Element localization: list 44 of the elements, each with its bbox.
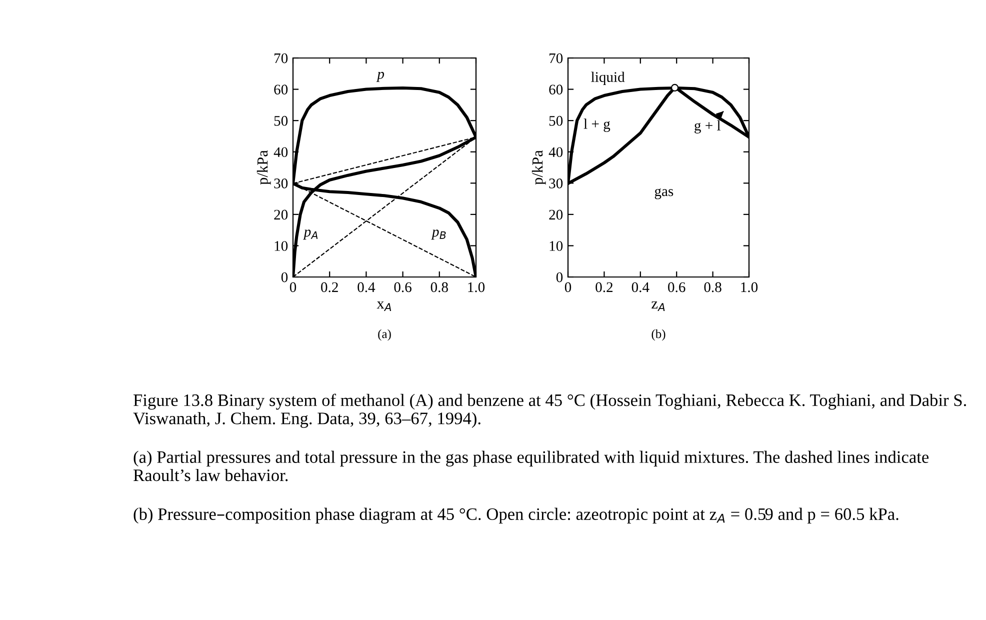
y-tick-label: 70: [550, 53, 563, 64]
x-tick-label: 0.4: [358, 282, 376, 292]
x-axis-title: x$_{A}$: [376, 301, 392, 311]
y-axis-title: p/kPa: [532, 150, 546, 185]
y-tick-label: 0: [556, 272, 563, 282]
y-tick-label: 60: [549, 84, 563, 94]
text: (b) Pressure–composition phase diagram at 45 °C. Open circle: azeotropic point at z$_{A}$ = 0.59 and p = 60.5 kPa.: [134, 508, 898, 524]
x-tick-label: 0: [564, 282, 572, 292]
series-label: p$_{B}$: [431, 230, 446, 240]
x-axis-title: z$_{A}$: [652, 301, 665, 311]
x-tick-label: 0.6: [394, 282, 412, 292]
y-axis-title: p/kPa: [256, 150, 271, 185]
y-tick-label: 40: [274, 147, 288, 158]
y-tick-label: 10: [550, 241, 563, 251]
x-tick-label: 0.8: [704, 282, 722, 292]
x-tick-label: 0.2: [596, 282, 613, 292]
annotation: l + g: [584, 118, 610, 132]
legend-label: p: [376, 72, 384, 82]
series-label: p$_{A}$: [303, 230, 318, 240]
x-tick-label: 1.0: [468, 282, 485, 292]
text: (a) Partial pressures and total pressure in the gas phase equilibrated with liquid mixtures. The dashed lines indicate Raoult’s law behavior.: [134, 450, 929, 482]
y-tick-label: 50: [549, 116, 563, 126]
y-tick-label: 20: [549, 210, 563, 220]
y-tick-label: 0: [281, 272, 288, 282]
y-tick-label: 20: [274, 210, 288, 220]
caption: Figure 13.8 Binary system of methanol (A) and benzene at 45 °C (Hossein Toghiani, Rebecca K. Toghiani, and Dabir S. Viswanath, J. Chem. Eng. Data, 39, 63–67, 1994).: [133, 394, 966, 428]
annotation: gas: [654, 188, 674, 200]
x-tick-label: 0.8: [430, 282, 448, 292]
y-tick-label: 50: [274, 116, 288, 126]
x-tick-label: 0.6: [668, 282, 686, 292]
y-tick-label: 70: [274, 53, 288, 64]
y-tick-label: 30: [549, 178, 563, 188]
x-tick-label: 0.4: [632, 282, 650, 292]
text: (b): [652, 329, 666, 341]
text: (a): [378, 329, 391, 341]
y-tick-label: 60: [274, 84, 288, 94]
y-tick-label: 10: [274, 241, 288, 251]
x-tick-label: 1.0: [741, 282, 758, 292]
y-tick-label: 30: [274, 178, 288, 188]
y-tick-label: 40: [548, 147, 563, 158]
annotation: liquid: [591, 72, 625, 85]
x-tick-label: 0.2: [321, 282, 338, 292]
x-tick-label: 0: [290, 282, 296, 292]
annotation: g + l: [694, 120, 721, 134]
